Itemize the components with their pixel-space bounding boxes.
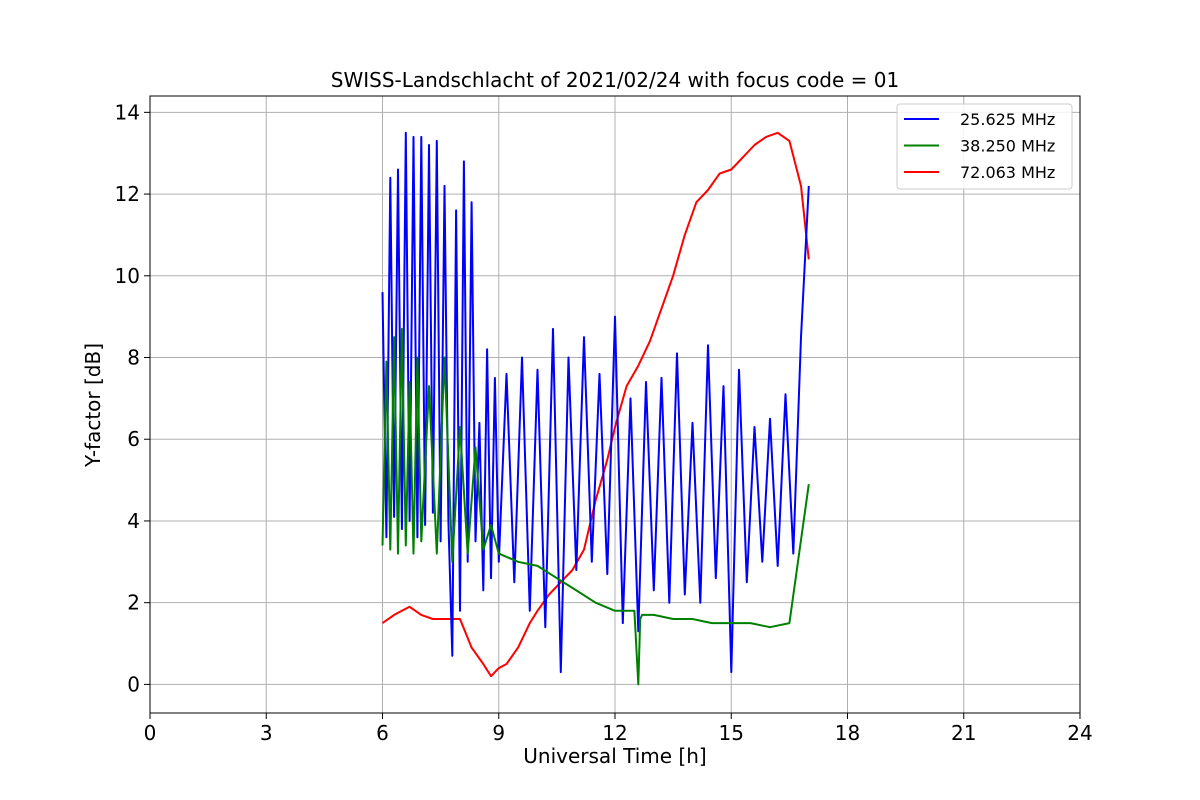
y-tick-label: 0 xyxy=(127,672,140,696)
x-tick-label: 6 xyxy=(376,721,389,745)
legend-label-72-063-mhz: 72.063 MHz xyxy=(960,163,1055,182)
y-tick-label: 6 xyxy=(127,427,140,451)
x-tick-label: 18 xyxy=(835,721,860,745)
legend-box xyxy=(896,103,1073,190)
x-tick-label: 3 xyxy=(260,721,273,745)
x-axis-label: Universal Time [h] xyxy=(523,744,706,768)
x-tick-label: 9 xyxy=(492,721,505,745)
y-tick-label: 10 xyxy=(115,264,140,288)
series-line-25-625-mhz xyxy=(381,131,810,674)
legend-label-25-625-mhz: 25.625 MHz xyxy=(960,110,1055,129)
y-tick-label: 12 xyxy=(115,182,140,206)
y-axis-label: Y-factor [dB] xyxy=(81,343,105,468)
y-tick-label: 2 xyxy=(127,591,140,615)
x-tick-label: 12 xyxy=(602,721,627,745)
y-tick-label: 8 xyxy=(127,346,140,370)
grid xyxy=(149,96,1081,713)
y-tick-label: 14 xyxy=(115,100,140,124)
x-tick-label: 15 xyxy=(719,721,744,745)
x-tick-label: 24 xyxy=(1067,721,1092,745)
chart-title: SWISS-Landschlacht of 2021/02/24 with fo… xyxy=(331,68,899,92)
series-layer xyxy=(381,131,810,686)
x-tick-label: 0 xyxy=(144,721,157,745)
legend: 25.625 MHz 38.250 MHz 72.063 MHz xyxy=(896,103,1073,190)
series-line-38-250-mhz xyxy=(381,327,810,686)
legend-label-38-250-mhz: 38.250 MHz xyxy=(960,137,1055,156)
x-tick-label: 21 xyxy=(951,721,976,745)
y-tick-label: 4 xyxy=(127,509,140,533)
